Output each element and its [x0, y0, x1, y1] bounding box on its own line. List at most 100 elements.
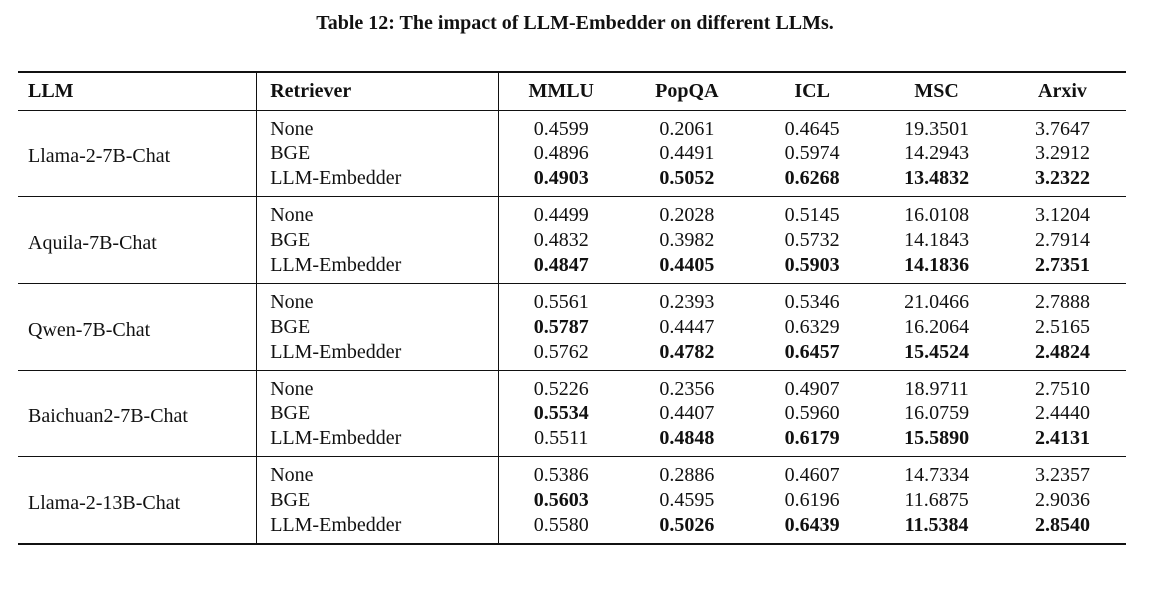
mmlu-cell: 0.5787	[533, 315, 589, 338]
mmlu-cell: 0.5226	[533, 377, 589, 400]
group-llama-2-13b-chat: Llama-2-13B-Chat None 0.5386 0.2886 0.46…	[18, 456, 1126, 544]
header-arxiv: Arxiv	[1038, 79, 1087, 102]
llm-name: Llama-2-7B-Chat	[18, 110, 258, 197]
popqa-cell: 0.2886	[659, 464, 715, 487]
group-baichuan2-7b-chat: Baichuan2-7B-Chat None 0.5226 0.2356 0.4…	[18, 370, 1126, 457]
msc-cell: 11.6875	[904, 489, 969, 512]
msc-cell: 14.1843	[904, 229, 970, 252]
retriever-cell: None	[256, 110, 499, 141]
msc-cell: 16.0108	[904, 204, 970, 227]
popqa-cell: 0.4405	[659, 253, 715, 276]
popqa-cell: 0.2393	[659, 290, 715, 313]
mmlu-cell: 0.4499	[533, 204, 589, 227]
arxiv-cell: 3.7647	[1034, 117, 1090, 140]
mmlu-cell: 0.5603	[533, 489, 589, 512]
popqa-cell: 0.4447	[659, 315, 715, 338]
mmlu-cell: 0.5561	[533, 290, 589, 313]
header-msc: MSC	[914, 79, 959, 102]
mmlu-cell: 0.4832	[533, 229, 589, 252]
icl-cell: 0.6196	[784, 489, 840, 512]
arxiv-cell: 2.5165	[1034, 315, 1090, 338]
table-row: BGE 0.4896 0.4491 0.5974 14.2943 3.2912	[18, 140, 1126, 168]
retriever-cell: LLM-Embedder	[256, 513, 499, 544]
arxiv-cell: 3.2357	[1034, 464, 1090, 487]
table-caption: Table 12: The impact of LLM-Embedder on …	[316, 12, 834, 34]
mmlu-cell: 0.5762	[533, 340, 589, 363]
retriever-cell: BGE	[256, 227, 499, 254]
mmlu-cell: 0.5534	[533, 402, 589, 425]
table-row: Llama-2-7B-Chat None 0.4599 0.2061 0.464…	[18, 110, 1126, 197]
table-row: LLM-Embedder 0.4903 0.5052 0.6268 13.483…	[18, 167, 1126, 197]
popqa-cell: 0.3982	[659, 229, 715, 252]
table-row: Baichuan2-7B-Chat None 0.5226 0.2356 0.4…	[18, 370, 1126, 457]
arxiv-cell: 2.4131	[1034, 427, 1090, 450]
table-row: BGE 0.5787 0.4447 0.6329 16.2064 2.5165	[18, 313, 1126, 341]
retriever-cell: LLM-Embedder	[256, 427, 499, 457]
icl-cell: 0.4645	[784, 117, 840, 140]
header-row: LLM Retriever MMLU PopQA ICL MSC Arxiv	[18, 72, 1126, 110]
icl-cell: 0.6457	[784, 340, 840, 363]
msc-cell: 11.5384	[904, 513, 969, 536]
table-row: Qwen-7B-Chat None 0.5561 0.2393 0.5346 2…	[18, 283, 1126, 371]
arxiv-cell: 3.1204	[1034, 204, 1090, 227]
popqa-cell: 0.4491	[659, 142, 715, 165]
header-llm: LLM	[18, 72, 258, 110]
header-icl: ICL	[794, 79, 830, 102]
popqa-cell: 0.2028	[659, 204, 715, 227]
table-row: LLM-Embedder 0.5762 0.4782 0.6457 15.452…	[18, 340, 1126, 371]
mmlu-cell: 0.5511	[534, 427, 589, 450]
msc-cell: 15.4524	[904, 340, 970, 363]
mmlu-cell: 0.5386	[533, 464, 589, 487]
retriever-cell: None	[256, 196, 499, 228]
header-retriever: Retriever	[256, 72, 499, 110]
popqa-cell: 0.5026	[659, 513, 715, 536]
icl-cell: 0.6179	[784, 427, 840, 450]
group-llama-2-7b-chat: Llama-2-7B-Chat None 0.4599 0.2061 0.464…	[18, 110, 1126, 197]
msc-cell: 16.0759	[904, 402, 970, 425]
arxiv-cell: 2.9036	[1034, 489, 1090, 512]
icl-cell: 0.4607	[784, 464, 840, 487]
msc-cell: 14.2943	[904, 142, 970, 165]
header-mmlu: MMLU	[528, 79, 594, 102]
group-qwen-7b-chat: Qwen-7B-Chat None 0.5561 0.2393 0.5346 2…	[18, 283, 1126, 371]
mmlu-cell: 0.4903	[533, 167, 589, 190]
arxiv-cell: 2.4440	[1034, 402, 1090, 425]
msc-cell: 15.5890	[904, 427, 970, 450]
msc-cell: 18.9711	[904, 377, 969, 400]
arxiv-cell: 3.2322	[1034, 167, 1090, 190]
popqa-cell: 0.4782	[659, 340, 715, 363]
icl-cell: 0.5960	[784, 402, 840, 425]
msc-cell: 13.4832	[904, 167, 970, 190]
retriever-cell: BGE	[256, 313, 499, 341]
retriever-cell: LLM-Embedder	[256, 253, 499, 284]
results-table: LLM Retriever MMLU PopQA ICL MSC Arxiv L…	[18, 71, 1126, 545]
msc-cell: 19.3501	[904, 117, 970, 140]
table-row: BGE 0.4832 0.3982 0.5732 14.1843 2.7914	[18, 227, 1126, 254]
icl-cell: 0.5145	[784, 204, 840, 227]
popqa-cell: 0.2061	[659, 117, 715, 140]
popqa-cell: 0.4848	[659, 427, 715, 450]
popqa-cell: 0.5052	[659, 167, 715, 190]
arxiv-cell: 2.7888	[1034, 290, 1090, 313]
icl-cell: 0.4907	[784, 377, 840, 400]
arxiv-cell: 2.7510	[1034, 377, 1090, 400]
icl-cell: 0.5346	[784, 290, 840, 313]
table-header: LLM Retriever MMLU PopQA ICL MSC Arxiv	[18, 72, 1126, 110]
retriever-cell: BGE	[256, 400, 499, 428]
llm-name: Llama-2-13B-Chat	[18, 456, 258, 544]
retriever-cell: None	[256, 456, 499, 488]
mmlu-cell: 0.4599	[533, 117, 589, 140]
mmlu-cell: 0.5580	[533, 513, 589, 536]
popqa-cell: 0.4407	[659, 402, 715, 425]
retriever-cell: BGE	[256, 487, 499, 514]
arxiv-cell: 2.8540	[1034, 513, 1090, 536]
msc-cell: 16.2064	[904, 315, 970, 338]
icl-cell: 0.5974	[784, 142, 840, 165]
header-popqa: PopQA	[655, 79, 719, 102]
mmlu-cell: 0.4847	[533, 253, 589, 276]
mmlu-cell: 0.4896	[533, 142, 589, 165]
icl-cell: 0.6268	[784, 167, 840, 190]
retriever-cell: LLM-Embedder	[256, 167, 499, 197]
arxiv-cell: 2.7914	[1034, 229, 1090, 252]
table-row: BGE 0.5534 0.4407 0.5960 16.0759 2.4440	[18, 400, 1126, 428]
